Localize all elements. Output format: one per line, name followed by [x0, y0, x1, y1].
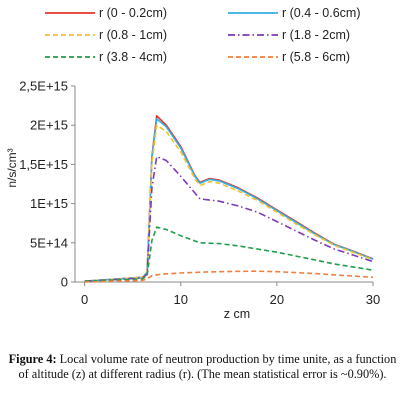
legend-label: r (0.4 - 0.6cm) — [282, 6, 361, 20]
x-tick-label: 0 — [81, 292, 88, 307]
x-tick-label: 30 — [366, 292, 380, 307]
x-axis-label: z cm — [224, 307, 250, 321]
series-line-6 — [84, 270, 374, 283]
legend-label: r (3.8 - 4cm) — [99, 50, 168, 64]
series-line-2 — [84, 118, 374, 282]
chart-axes: 0 5E+14 1E+15 1,5E+15 2E+15 2,5E+15 0 10 20 30 — [19, 79, 380, 308]
y-tick-label: 5E+14 — [30, 235, 68, 250]
series-line-1 — [84, 115, 374, 282]
legend-swatch — [228, 34, 278, 36]
y-tick-label: 2,5E+15 — [19, 79, 68, 94]
legend-swatch — [228, 12, 278, 14]
legend-item-4: r (1.8 - 2cm) — [228, 28, 350, 42]
series-line-3 — [84, 124, 374, 282]
y-tick-label: 0 — [61, 275, 68, 290]
chart: 0 5E+14 1E+15 1,5E+15 2E+15 2,5E+15 0 10 20 30 n/… — [5, 79, 380, 322]
legend-item-1: r (0 - 0.2cm) — [45, 6, 167, 20]
legend-item-3: r (0.8 - 1cm) — [45, 28, 167, 42]
chart-series — [84, 115, 374, 283]
legend-label: r (5.8 - 6cm) — [282, 50, 351, 64]
y-tick-label: 1,5E+15 — [19, 157, 68, 172]
y-axis-label: n/s/cm³ — [5, 148, 19, 187]
legend-swatch — [228, 56, 278, 58]
series-line-5 — [84, 226, 374, 282]
legend-label: r (0.8 - 1cm) — [99, 28, 168, 42]
chart-legend: r (0 - 0.2cm) r (0.4 - 0.6cm) r (0.8 - 1cm… — [30, 6, 400, 78]
x-tick-label: 10 — [174, 292, 188, 307]
legend-swatch — [45, 34, 95, 36]
legend-label: r (0 - 0.2cm) — [99, 6, 168, 20]
legend-item-5: r (3.8 - 4cm) — [45, 50, 167, 64]
legend-item-6: r (5.8 - 6cm) — [228, 50, 350, 64]
series-line-4 — [84, 155, 374, 282]
figure-caption: Figure 4: Local volume rate of neutron p… — [6, 352, 399, 382]
y-tick-label: 1E+15 — [30, 196, 68, 211]
legend-label: r (1.8 - 2cm) — [282, 28, 351, 42]
y-tick-label: 2E+15 — [30, 118, 68, 133]
x-tick-label: 20 — [270, 292, 284, 307]
legend-swatch — [45, 56, 95, 58]
legend-swatch — [45, 12, 95, 14]
legend-item-2: r (0.4 - 0.6cm) — [228, 6, 361, 20]
caption-text: Local volume rate of neutron production … — [18, 352, 397, 381]
caption-label: Figure 4: — [8, 352, 57, 366]
